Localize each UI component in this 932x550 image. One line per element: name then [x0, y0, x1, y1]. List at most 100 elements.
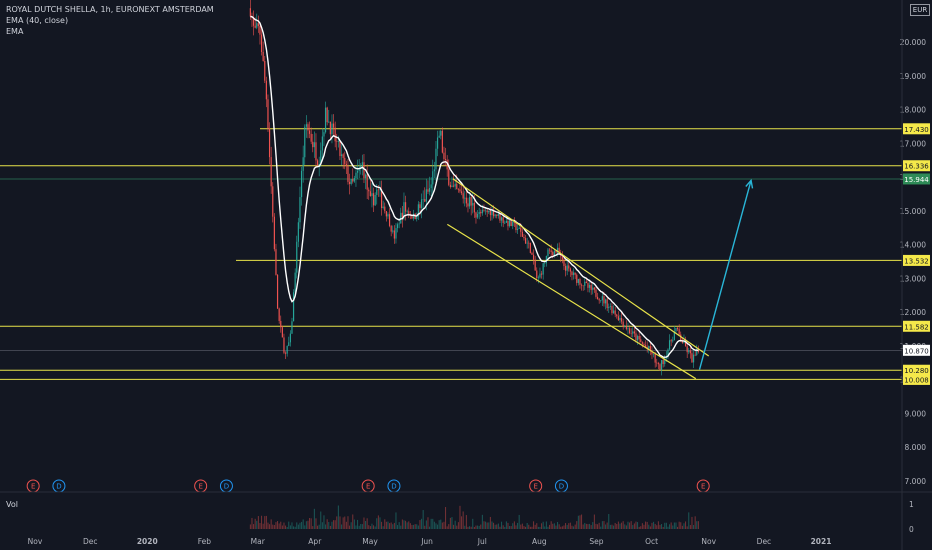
volume-bar — [523, 526, 525, 529]
candle-body — [552, 252, 554, 256]
volume-bar — [677, 526, 679, 529]
volume-bar — [598, 522, 600, 529]
volume-bar — [691, 516, 693, 529]
volume-bar — [465, 515, 467, 529]
ema40-legend-item[interactable]: EMA (40, close) — [6, 16, 69, 25]
time-axis[interactable]: Nov Dec 2020 Feb Mar Apr May Jun Jul Aug Sep Oct Nov… — [28, 537, 832, 546]
volume-bar — [345, 521, 347, 529]
volume-bar — [648, 524, 650, 529]
candle-body — [428, 188, 431, 192]
volume-bar — [464, 525, 466, 529]
volume-bar — [384, 519, 386, 529]
volume-bar — [286, 526, 288, 529]
volume-bar — [493, 522, 495, 529]
candle-body — [454, 183, 456, 187]
candle-body — [675, 327, 677, 332]
candle-body — [371, 193, 373, 197]
volume-bar — [280, 521, 282, 529]
volume-bar — [478, 525, 480, 529]
volume-bar — [365, 520, 367, 529]
candle-body — [420, 199, 423, 209]
candle-body — [256, 23, 258, 28]
candle-body — [548, 249, 551, 251]
volume-bar — [368, 525, 370, 529]
arrow-shaft — [698, 180, 752, 370]
earnings-marker[interactable]: E — [194, 479, 208, 493]
volume-bar — [520, 524, 522, 529]
volume-bar — [502, 525, 504, 529]
volume-bar — [529, 526, 531, 529]
candle-body — [352, 178, 354, 182]
volume-bar — [603, 521, 605, 529]
volume-bar — [673, 522, 675, 529]
candle-body — [406, 211, 408, 212]
volume-bar — [617, 521, 619, 529]
earnings-marker[interactable]: E — [361, 479, 375, 493]
volume-bar — [630, 521, 632, 529]
time-tick-label: Nov — [701, 537, 716, 546]
candle-body — [398, 223, 400, 225]
candle-body — [500, 217, 503, 221]
earnings-marker[interactable]: E — [529, 479, 543, 493]
volume-bar — [265, 515, 267, 529]
volume-bar — [515, 525, 517, 529]
candle-body — [268, 128, 271, 158]
candle-body — [689, 350, 691, 354]
volume-bar — [342, 517, 344, 529]
candle-body — [572, 272, 575, 276]
price-tick-label: 13.000 — [900, 274, 926, 283]
ema-legend-item[interactable]: EMA — [6, 27, 24, 36]
dividend-marker[interactable]: D — [554, 479, 568, 493]
volume-bar — [440, 519, 442, 529]
candle-body — [323, 132, 325, 137]
volume-bar — [302, 519, 304, 529]
candle-body — [299, 197, 301, 223]
volume-bar — [341, 524, 343, 529]
volume-bar — [597, 524, 599, 529]
volume-bar — [393, 522, 395, 529]
candle-body — [278, 308, 280, 321]
dividend-marker[interactable]: D — [219, 479, 233, 493]
dividend-marker[interactable]: D — [387, 479, 401, 493]
volume-bar — [638, 526, 640, 529]
candle-body — [622, 321, 624, 327]
candle-body — [464, 197, 466, 199]
volume-bar — [395, 512, 397, 529]
volume-bar — [400, 525, 402, 529]
volume-bar — [646, 521, 648, 529]
volume-bar — [355, 525, 357, 529]
volume-bar — [640, 526, 642, 529]
volume-bar — [467, 526, 469, 529]
volume-bar — [443, 521, 445, 529]
candle-body — [395, 228, 397, 239]
symbol-title[interactable]: ROYAL DUTCH SHELLA, 1h, EURONEXT AMSTERD… — [6, 5, 214, 14]
volume-bar — [651, 522, 653, 529]
candle-body — [521, 231, 523, 237]
volume-bar — [264, 516, 266, 529]
volume-bar — [614, 522, 616, 529]
candle-body — [449, 184, 451, 187]
candle-body — [444, 159, 447, 160]
candle-body — [606, 299, 608, 309]
volume-bar — [317, 525, 319, 529]
volume-bar — [619, 523, 621, 529]
currency-badge[interactable]: EUR — [910, 4, 930, 16]
volume-bar — [637, 522, 639, 529]
candle-body — [297, 222, 299, 242]
earnings-marker[interactable]: E — [696, 479, 710, 493]
volume-bar — [622, 521, 624, 529]
candle-body — [604, 299, 607, 304]
candle-body — [443, 152, 445, 160]
candle-body — [288, 342, 290, 346]
dividend-marker[interactable]: D — [52, 479, 66, 493]
volume-bar — [262, 523, 264, 529]
volume-bar — [249, 524, 251, 529]
candle-body — [459, 189, 461, 192]
earnings-marker[interactable]: E — [26, 479, 40, 493]
volume-bar — [512, 523, 514, 529]
volume-bar — [643, 524, 645, 529]
volume-bar — [293, 526, 295, 529]
volume-label: Vol — [6, 500, 18, 509]
